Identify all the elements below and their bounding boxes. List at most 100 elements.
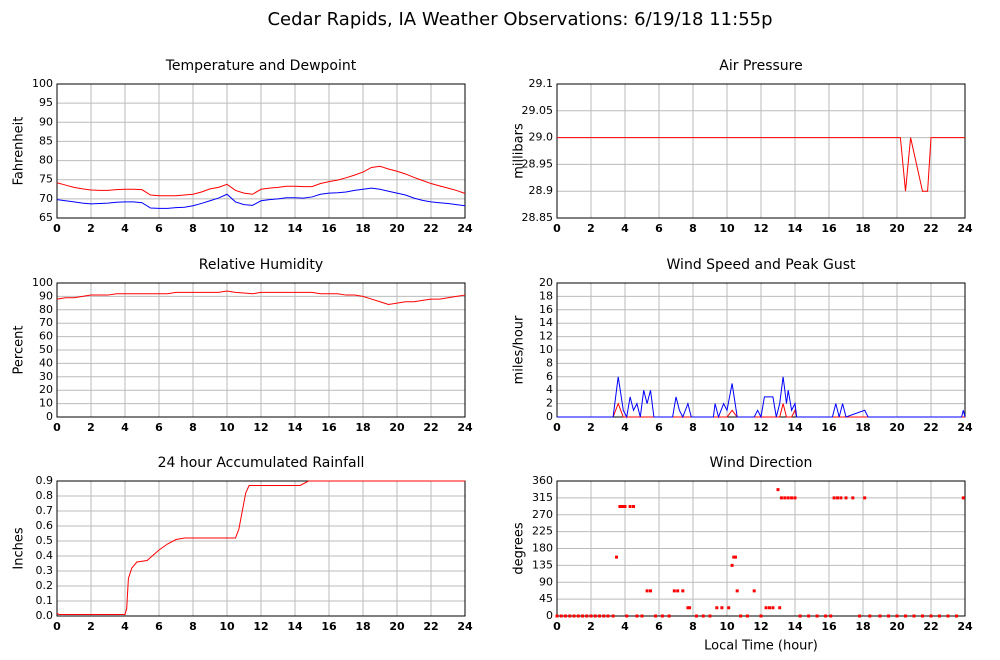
data-point	[832, 496, 836, 500]
data-point	[938, 614, 941, 618]
data-point	[844, 496, 848, 500]
x-tick-label: 10	[719, 421, 735, 434]
data-point	[576, 614, 580, 618]
x-tick-label: 20	[389, 222, 405, 235]
x-tick-label: 16	[321, 421, 337, 434]
data-point	[771, 606, 775, 610]
data-point	[645, 589, 649, 593]
plot-border	[56, 282, 466, 418]
chart-title: Temperature and Dewpoint	[165, 58, 357, 74]
y-tick-label: 30	[39, 370, 53, 383]
data-point	[559, 614, 563, 618]
x-tick-label: 18	[355, 421, 370, 434]
x-tick-label: 4	[621, 222, 629, 235]
y-tick-label: 29.0	[529, 131, 554, 144]
x-tick-label: 12	[253, 222, 268, 235]
y-tick-label: 0	[546, 609, 553, 622]
x-tick-label: 2	[87, 222, 95, 235]
data-point	[815, 614, 819, 618]
data-point	[598, 614, 601, 618]
data-point	[961, 496, 965, 500]
data-point	[887, 614, 890, 618]
y-tick-label: 29.05	[522, 104, 554, 117]
y-axis-label: Fahrenheit	[12, 117, 27, 186]
data-point	[851, 496, 855, 500]
data-point	[839, 496, 843, 500]
x-tick-label: 0	[553, 620, 561, 633]
x-tick-label: 22	[923, 222, 938, 235]
data-point	[807, 614, 811, 618]
data-point	[739, 614, 743, 618]
data-point	[686, 606, 690, 610]
data-point	[694, 614, 698, 618]
chart-title: Relative Humidity	[199, 257, 323, 273]
data-point	[946, 614, 950, 618]
x-tick-label: 16	[821, 421, 837, 434]
data-point	[688, 606, 692, 610]
x-tick-label: 6	[155, 222, 163, 235]
x-tick-label: 8	[689, 421, 697, 434]
y-tick-label: 90	[539, 575, 553, 588]
y-tick-label: 18	[539, 289, 553, 302]
data-point	[776, 488, 780, 492]
x-tick-label: 0	[53, 620, 61, 633]
data-point	[589, 614, 593, 618]
data-point	[778, 606, 782, 610]
x-tick-label: 18	[355, 222, 370, 235]
data-point	[572, 614, 576, 618]
x-tick-label: 0	[553, 421, 561, 434]
data-point	[593, 614, 597, 618]
data-point	[752, 589, 756, 593]
data-point	[793, 496, 797, 500]
chart-title: Wind Speed and Peak Gust	[667, 257, 856, 273]
data-point	[640, 614, 644, 618]
data-point	[779, 496, 783, 500]
data-point	[620, 505, 624, 508]
data-point	[720, 606, 724, 610]
x-tick-label: 22	[923, 620, 938, 633]
data-line	[56, 290, 466, 305]
x-tick-label: 14	[787, 421, 803, 434]
data-point	[895, 614, 899, 618]
x-tick-label: 12	[753, 620, 768, 633]
page-title: Cedar Rapids, IA Weather Observations: 6…	[267, 9, 772, 30]
x-tick-label: 0	[53, 421, 61, 434]
y-tick-label: 0.8	[36, 489, 54, 502]
y-tick-label: 100	[32, 276, 53, 289]
x-tick-label: 8	[189, 222, 197, 235]
y-tick-label: 6	[546, 370, 553, 383]
y-tick-label: 0.9	[36, 474, 54, 487]
data-point	[912, 614, 916, 618]
y-tick-label: 28.9	[529, 184, 554, 197]
data-point	[623, 505, 627, 508]
x-tick-label: 20	[389, 421, 405, 434]
data-point	[672, 589, 676, 593]
y-tick-label: 28.85	[522, 211, 554, 224]
y-tick-label: 0.6	[36, 519, 54, 532]
x-tick-label: 12	[753, 222, 768, 235]
y-tick-label: 75	[39, 173, 53, 186]
data-point	[798, 614, 802, 618]
y-tick-label: 90	[39, 115, 53, 128]
x-tick-label: 24	[957, 222, 973, 235]
x-axis-label: Local Time (hour)	[704, 639, 818, 654]
data-point	[730, 563, 734, 567]
data-point	[745, 614, 749, 618]
y-tick-label: 225	[532, 525, 553, 538]
chart-title: Wind Direction	[710, 455, 813, 471]
y-tick-label: 10	[539, 343, 553, 356]
x-tick-label: 16	[321, 620, 337, 633]
x-tick-label: 4	[121, 421, 129, 434]
data-point	[708, 614, 712, 618]
y-tick-label: 50	[39, 343, 53, 356]
y-tick-label: 8	[546, 356, 553, 369]
y-tick-label: 12	[539, 330, 553, 343]
data-point	[921, 614, 924, 618]
y-tick-label: 0.1	[36, 594, 54, 607]
x-tick-label: 24	[957, 620, 973, 633]
data-point	[955, 614, 958, 618]
data-point	[660, 614, 664, 618]
y-tick-label: 20	[539, 276, 553, 289]
y-tick-label: 45	[539, 592, 553, 605]
